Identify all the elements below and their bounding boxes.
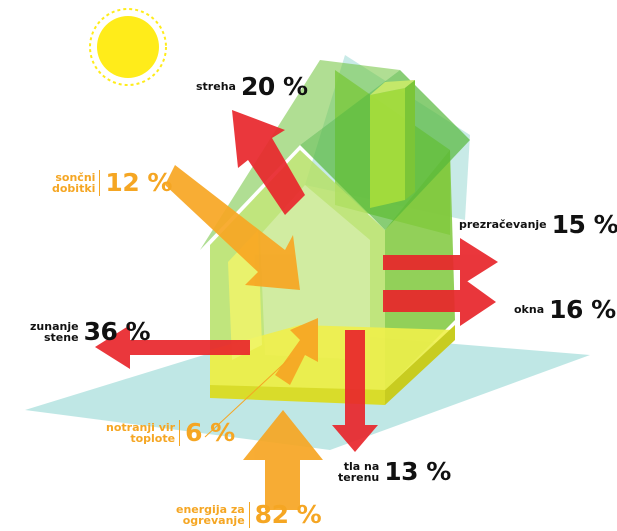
label-walls-value: 36 % [83,317,151,346]
label-solar-gains: sončni dobitki 12 % [52,168,172,197]
label-solar-gains-line2: dobitki [52,181,96,195]
label-roof: streha 20 % [196,72,308,101]
ventilation-loss-arrow [383,238,498,286]
label-internal-source-value: 6 % [185,418,235,447]
label-walls: zunanje stene 36 % [30,317,151,346]
label-ground: tla na terenu 13 % [338,457,451,486]
label-heating-energy: energija za ogrevanje 82 % [176,500,322,529]
solar-gain-arrow [165,165,300,290]
label-windows: okna 16 % [514,295,616,324]
label-heating-energy-name: energija za ogrevanje [176,504,245,526]
label-ventilation: prezračevanje 15 % [459,210,617,239]
label-solar-gains-name: sončni dobitki [52,172,95,194]
label-heating-energy-line2: ogrevanje [182,513,245,527]
label-internal-source-line2: toplote [130,431,176,445]
label-walls-line1: zunanje [30,319,79,333]
label-solar-gains-value: 12 % [105,168,172,197]
internal-gain-arrow [275,318,318,385]
label-ground-line2: terenu [338,470,380,484]
sun-icon [89,8,167,86]
windows-loss-arrow [383,276,496,326]
label-internal-source-line1: notranji vir [106,420,176,434]
label-ground-name: tla na terenu [338,461,379,483]
label-ventilation-name: prezračevanje [459,218,547,231]
label-heating-energy-value: 82 % [254,500,322,529]
label-roof-value: 20 % [240,72,308,101]
label-walls-line2: stene [44,330,79,344]
house-body [200,60,470,405]
label-walls-name: zunanje stene [30,321,79,343]
loss-arrows [95,110,498,452]
internal-pointer-line [204,357,291,438]
label-heating-energy-line1: energija za [176,502,245,516]
heating-gain-arrow [265,460,300,510]
ground-loss-arrow [332,330,378,452]
label-solar-gains-line1: sončni [55,170,96,184]
label-ground-value: 13 % [384,457,451,486]
label-windows-value: 16 % [549,295,616,324]
label-ventilation-value: 15 % [551,210,617,239]
label-internal-source: notranji vir toplote 6 % [106,418,235,447]
label-windows-name: okna [514,303,545,316]
gain-arrows [165,165,323,510]
label-ground-line1: tla na [343,459,380,473]
roof-loss-arrow [232,110,305,215]
label-roof-name: streha [196,80,236,93]
label-internal-source-name: notranji vir toplote [106,422,175,444]
walls-loss-arrow [95,325,250,369]
